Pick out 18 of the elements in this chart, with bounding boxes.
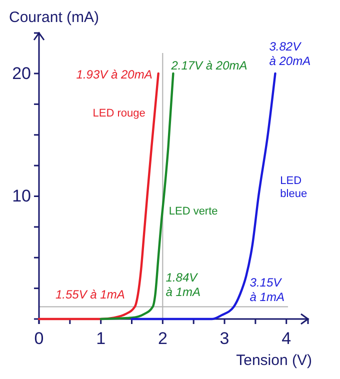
- series-label: LED bleue: [280, 174, 308, 200]
- annotation: 3.82V à 20mA: [269, 40, 311, 68]
- annotation: 2.17V à 20mA: [170, 58, 248, 73]
- x-tick-label: 4: [282, 329, 292, 348]
- annotation: 3.15V à 1mA: [250, 276, 284, 304]
- series-label: LED rouge: [92, 107, 146, 120]
- x-tick-label: 0: [34, 329, 44, 348]
- x-tick-label: 3: [220, 329, 230, 348]
- y-tick-label: 20: [12, 64, 31, 83]
- x-axis-title: Tension (V): [236, 352, 312, 369]
- annotation: 1.55V à 1mA: [55, 288, 125, 302]
- annotation: 1.93V à 20mA: [76, 68, 152, 82]
- x-tick-label: 2: [158, 329, 168, 348]
- y-tick-label: 10: [12, 186, 31, 206]
- x-tick-label: 1: [96, 329, 106, 348]
- series-label: LED verte: [168, 206, 218, 218]
- annotation: 1.84V à 1mA: [166, 270, 200, 300]
- y-axis-title: Courant (mA): [9, 9, 100, 26]
